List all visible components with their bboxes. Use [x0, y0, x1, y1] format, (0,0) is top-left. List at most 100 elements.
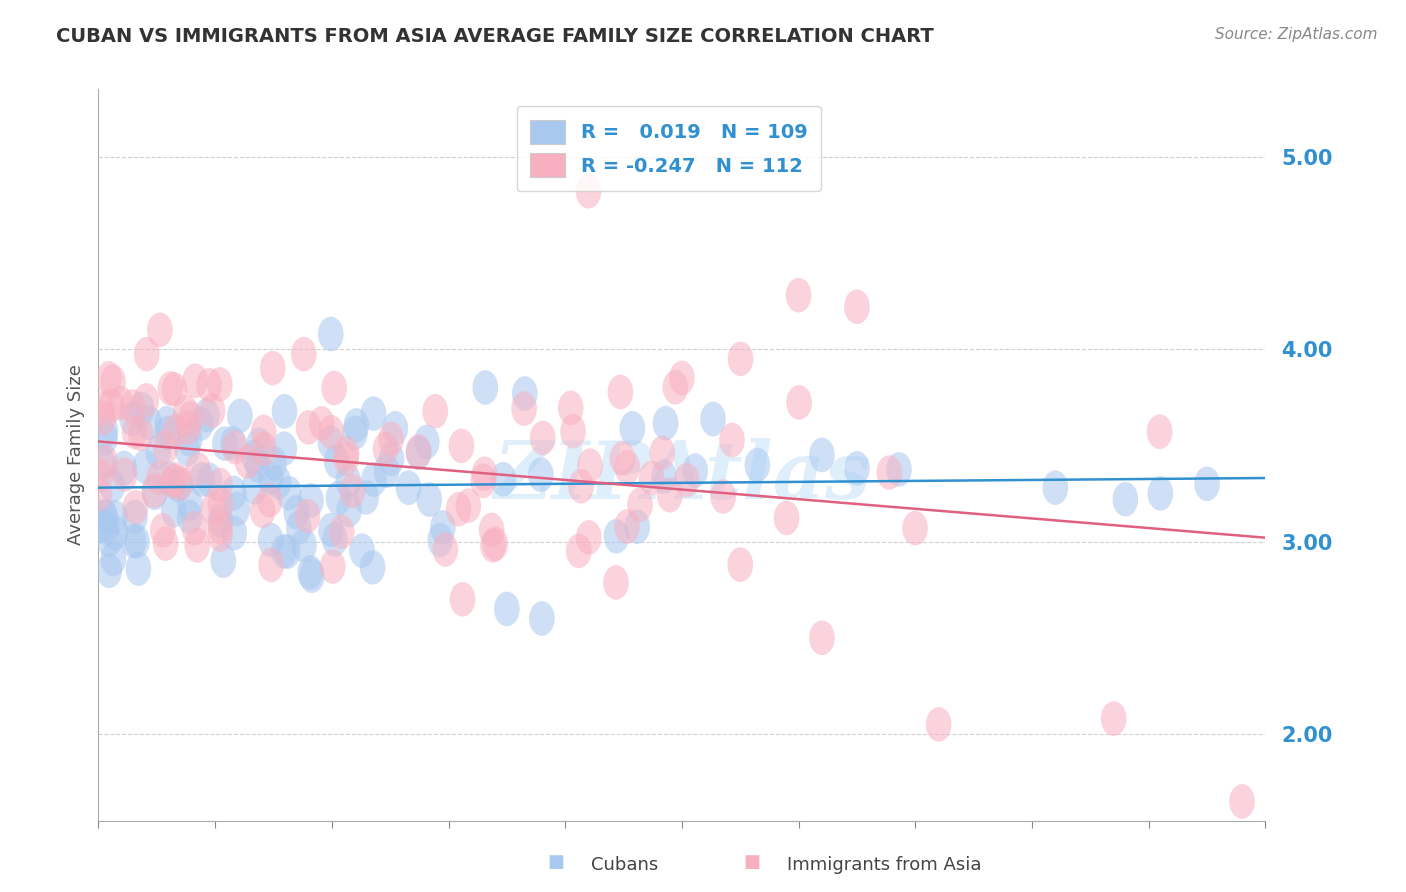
Ellipse shape	[155, 406, 180, 441]
Ellipse shape	[177, 500, 202, 534]
Ellipse shape	[197, 463, 222, 497]
Ellipse shape	[627, 487, 652, 522]
Ellipse shape	[406, 434, 432, 469]
Ellipse shape	[132, 450, 157, 483]
Ellipse shape	[207, 517, 233, 552]
Ellipse shape	[413, 425, 440, 459]
Ellipse shape	[128, 417, 153, 451]
Ellipse shape	[1042, 470, 1069, 505]
Ellipse shape	[245, 448, 270, 483]
Text: Source: ZipAtlas.com: Source: ZipAtlas.com	[1215, 27, 1378, 42]
Ellipse shape	[274, 534, 301, 569]
Ellipse shape	[183, 363, 208, 398]
Legend: R =   0.019   N = 109, R = -0.247   N = 112: R = 0.019 N = 109, R = -0.247 N = 112	[516, 106, 821, 191]
Ellipse shape	[87, 458, 112, 492]
Ellipse shape	[449, 428, 474, 463]
Text: Immigrants from Asia: Immigrants from Asia	[787, 855, 981, 873]
Ellipse shape	[98, 388, 124, 423]
Ellipse shape	[727, 548, 754, 582]
Ellipse shape	[257, 460, 284, 495]
Ellipse shape	[87, 508, 112, 543]
Ellipse shape	[221, 475, 247, 510]
Ellipse shape	[374, 453, 399, 488]
Ellipse shape	[808, 621, 835, 655]
Ellipse shape	[160, 493, 187, 527]
Ellipse shape	[284, 495, 309, 530]
Ellipse shape	[108, 386, 134, 420]
Ellipse shape	[100, 364, 127, 399]
Ellipse shape	[512, 376, 537, 411]
Ellipse shape	[614, 509, 640, 544]
Ellipse shape	[773, 500, 800, 535]
Ellipse shape	[378, 422, 404, 456]
Ellipse shape	[342, 416, 368, 450]
Ellipse shape	[450, 582, 475, 616]
Text: Cubans: Cubans	[591, 855, 658, 873]
Ellipse shape	[786, 277, 811, 312]
Ellipse shape	[285, 510, 312, 545]
Ellipse shape	[620, 411, 645, 446]
Ellipse shape	[482, 526, 508, 561]
Ellipse shape	[162, 462, 188, 497]
Ellipse shape	[298, 483, 323, 517]
Ellipse shape	[568, 469, 593, 504]
Ellipse shape	[129, 392, 155, 426]
Ellipse shape	[276, 475, 302, 510]
Ellipse shape	[242, 440, 267, 474]
Ellipse shape	[122, 500, 148, 534]
Ellipse shape	[155, 416, 180, 450]
Ellipse shape	[710, 479, 735, 514]
Ellipse shape	[456, 488, 481, 523]
Ellipse shape	[361, 396, 387, 431]
Ellipse shape	[291, 337, 316, 371]
Ellipse shape	[262, 446, 287, 481]
Ellipse shape	[177, 486, 202, 521]
Ellipse shape	[1194, 467, 1220, 501]
Ellipse shape	[650, 435, 675, 470]
Ellipse shape	[207, 510, 233, 544]
Ellipse shape	[786, 385, 811, 420]
Ellipse shape	[87, 477, 112, 511]
Ellipse shape	[318, 513, 343, 548]
Ellipse shape	[607, 375, 633, 409]
Ellipse shape	[250, 415, 277, 450]
Ellipse shape	[103, 500, 128, 534]
Ellipse shape	[200, 393, 225, 428]
Ellipse shape	[886, 452, 912, 487]
Ellipse shape	[295, 499, 321, 533]
Ellipse shape	[309, 406, 335, 441]
Ellipse shape	[89, 445, 115, 480]
Ellipse shape	[422, 394, 449, 428]
Ellipse shape	[156, 461, 181, 496]
Ellipse shape	[295, 410, 322, 444]
Ellipse shape	[603, 566, 628, 599]
Ellipse shape	[326, 481, 352, 516]
Ellipse shape	[208, 487, 233, 522]
Ellipse shape	[808, 438, 835, 472]
Ellipse shape	[166, 467, 191, 502]
Ellipse shape	[157, 371, 183, 406]
Ellipse shape	[378, 442, 405, 476]
Ellipse shape	[148, 312, 173, 347]
Ellipse shape	[250, 493, 276, 528]
Ellipse shape	[94, 511, 120, 545]
Ellipse shape	[662, 370, 688, 405]
Ellipse shape	[242, 470, 267, 505]
Ellipse shape	[700, 401, 725, 436]
Ellipse shape	[186, 452, 211, 487]
Ellipse shape	[903, 511, 928, 545]
Ellipse shape	[160, 464, 187, 499]
Ellipse shape	[427, 523, 453, 558]
Ellipse shape	[153, 429, 179, 464]
Ellipse shape	[257, 483, 283, 517]
Ellipse shape	[207, 368, 232, 401]
Ellipse shape	[153, 526, 179, 561]
Ellipse shape	[271, 534, 297, 568]
Ellipse shape	[728, 342, 754, 376]
Ellipse shape	[134, 337, 159, 371]
Ellipse shape	[297, 555, 323, 590]
Ellipse shape	[673, 463, 700, 498]
Ellipse shape	[529, 601, 555, 636]
Ellipse shape	[96, 361, 121, 396]
Ellipse shape	[90, 401, 115, 435]
